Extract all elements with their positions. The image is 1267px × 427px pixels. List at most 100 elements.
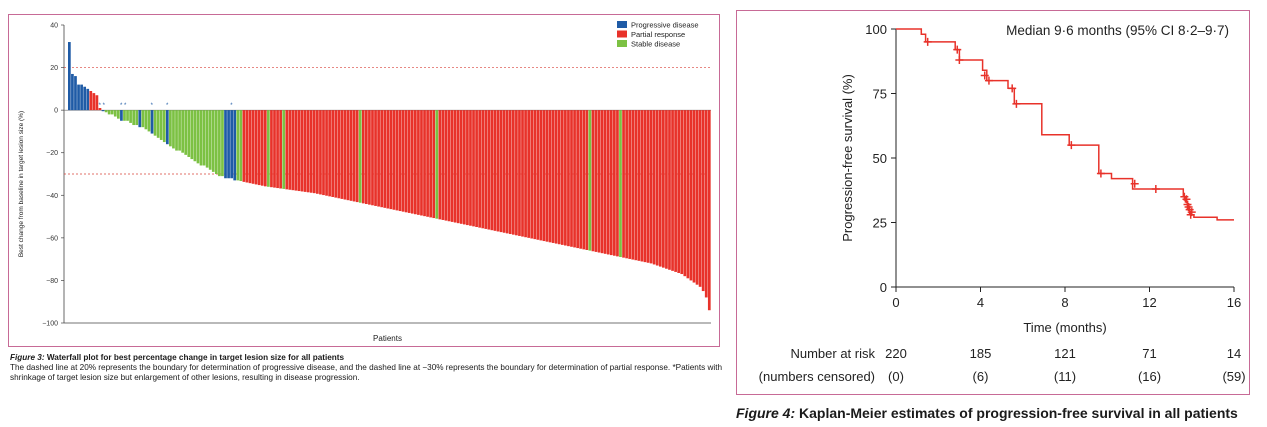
waterfall-bar xyxy=(267,110,270,187)
censor-mark xyxy=(1067,141,1076,150)
waterfall-bar xyxy=(120,110,123,121)
waterfall-bar xyxy=(297,110,301,192)
censored-table-label: (numbers censored) xyxy=(759,369,875,384)
asterisk-mark: * xyxy=(151,103,154,109)
figure-4-caption: Figure 4: Kaplan-Meier estimates of prog… xyxy=(736,405,1266,421)
waterfall-bar xyxy=(383,110,387,208)
waterfall-bar xyxy=(564,110,567,246)
waterfall-bar xyxy=(475,110,478,227)
waterfall-bar xyxy=(349,110,353,201)
waterfall-bar xyxy=(600,110,604,254)
legend-label: Partial response xyxy=(631,30,685,39)
waterfall-bar xyxy=(536,110,540,240)
waterfall-bar xyxy=(658,110,662,267)
waterfall-bar xyxy=(291,110,295,191)
waterfall-bar xyxy=(508,110,512,235)
waterfall-bar xyxy=(218,110,221,177)
censor-mark xyxy=(955,55,964,64)
waterfall-bar xyxy=(462,110,466,225)
waterfall-bar xyxy=(557,110,561,245)
waterfall-bar xyxy=(646,110,650,263)
waterfall-bar xyxy=(355,110,359,203)
waterfall-bar xyxy=(86,88,90,111)
waterfall-bar xyxy=(331,110,335,197)
waterfall-bar xyxy=(548,110,552,243)
waterfall-bar xyxy=(254,110,258,185)
asterisk-mark: * xyxy=(166,103,169,109)
waterfall-bar xyxy=(582,110,586,250)
y-axis-label: Best change from baseline in target lesi… xyxy=(18,111,25,257)
waterfall-bar xyxy=(567,110,570,247)
waterfall-bar xyxy=(276,110,279,189)
waterfall-bar xyxy=(337,110,341,199)
censor-mark xyxy=(1012,99,1021,108)
waterfall-bar xyxy=(643,110,647,263)
waterfall-bar xyxy=(456,110,460,224)
waterfall-bar xyxy=(570,110,573,247)
waterfall-bar xyxy=(435,110,439,219)
waterfall-bar xyxy=(312,110,316,194)
waterfall-bar xyxy=(649,110,653,264)
waterfall-bar xyxy=(257,110,261,186)
waterfall-bar xyxy=(245,110,249,183)
waterfall-bar xyxy=(484,110,488,229)
y-tick-label: −80 xyxy=(46,278,58,285)
waterfall-bar xyxy=(438,110,442,220)
waterfall-bar xyxy=(184,110,188,155)
waterfall-bar xyxy=(542,110,546,242)
waterfall-bar xyxy=(665,110,668,269)
waterfall-bar xyxy=(407,110,411,213)
waterfall-bar xyxy=(692,110,696,283)
waterfall-bar xyxy=(404,110,408,213)
x-tick-label: 8 xyxy=(1061,295,1068,310)
asterisk-mark: * * xyxy=(120,103,127,109)
waterfall-bar xyxy=(380,110,384,208)
waterfall-bar xyxy=(619,110,622,258)
waterfall-bar xyxy=(233,110,237,181)
x-axis-label: Patients xyxy=(373,334,402,343)
waterfall-bar xyxy=(704,110,708,298)
waterfall-bar xyxy=(668,110,671,270)
x-tick-label: 16 xyxy=(1227,295,1241,310)
figure-3-frame: 40 20 0 −20 −40 −60 −80 −100 * * * * * * * Patients Be… xyxy=(8,14,720,347)
waterfall-bar xyxy=(597,110,601,253)
waterfall-bar xyxy=(603,110,607,254)
waterfall-bar xyxy=(159,110,163,140)
waterfall-bar xyxy=(478,110,482,228)
waterfall-bar xyxy=(450,110,454,222)
waterfall-bar xyxy=(224,110,227,179)
y-tick-label: −40 xyxy=(46,193,58,200)
waterfall-bar xyxy=(309,110,313,193)
waterfall-bar xyxy=(147,110,151,132)
waterfall-bar xyxy=(230,110,233,179)
waterfall-bar xyxy=(319,110,322,195)
waterfall-bar xyxy=(551,110,555,243)
y-tick-label: 0 xyxy=(880,280,887,295)
at-risk-value: 121 xyxy=(1054,346,1076,361)
waterfall-bar xyxy=(156,110,160,138)
waterfall-bar xyxy=(441,110,445,220)
waterfall-bar xyxy=(285,110,289,190)
waterfall-bar xyxy=(239,110,243,182)
y-tick-label: 50 xyxy=(873,151,887,166)
waterfall-bar xyxy=(606,110,610,255)
waterfall-bar xyxy=(135,110,139,126)
waterfall-bar xyxy=(98,108,102,111)
waterfall-bar xyxy=(138,110,142,128)
censored-value: (11) xyxy=(1054,369,1076,384)
waterfall-bar xyxy=(414,110,417,215)
waterfall-bar xyxy=(165,110,169,145)
waterfall-bar xyxy=(68,42,71,111)
waterfall-bar xyxy=(616,110,619,257)
censor-mark xyxy=(923,37,932,46)
waterfall-bar xyxy=(181,110,184,153)
waterfall-bar xyxy=(395,110,399,211)
waterfall-bar xyxy=(444,110,448,221)
waterfall-bar xyxy=(126,110,129,121)
waterfall-bar xyxy=(398,110,402,212)
at-risk-value: 71 xyxy=(1142,346,1156,361)
legend-label: Stable disease xyxy=(631,40,680,49)
figure-4-frame: 0 25 50 75 100 0 4 8 12 16 Time (months) Progressio… xyxy=(736,10,1250,395)
waterfall-bar xyxy=(242,110,246,182)
waterfall-bar xyxy=(334,110,338,198)
